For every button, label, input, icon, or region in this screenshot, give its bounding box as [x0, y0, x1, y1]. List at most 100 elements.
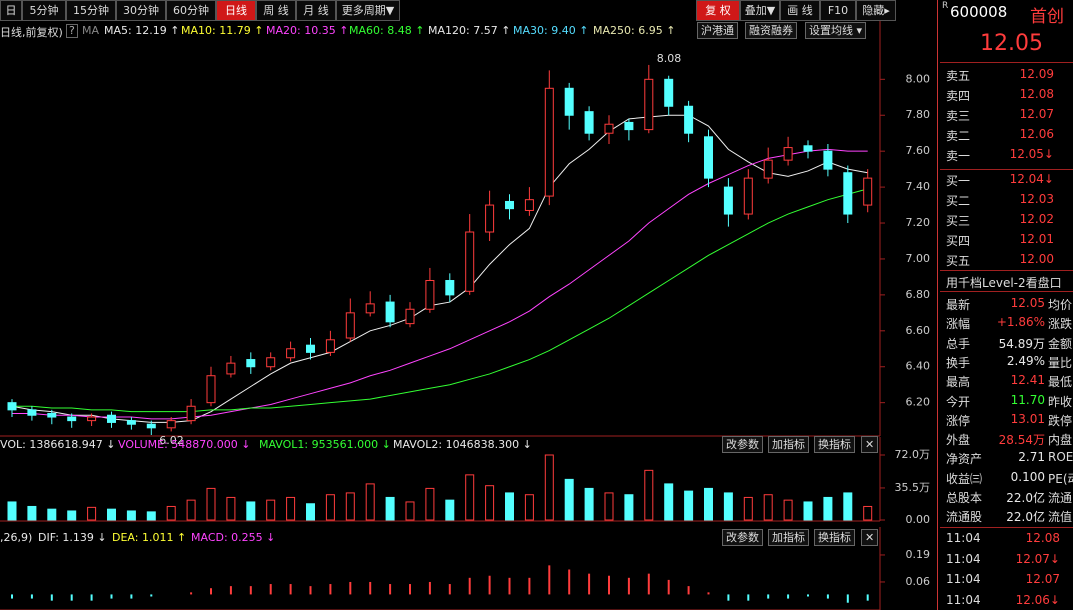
candle-body: [863, 177, 873, 206]
tool-tab[interactable]: 隐藏▸: [856, 0, 896, 21]
volume-bar: [723, 492, 733, 521]
candle-body: [505, 200, 514, 210]
y-tick-label: 0.00: [906, 513, 931, 526]
candle-body: [783, 147, 793, 161]
candle-body: [664, 78, 674, 107]
chart-button[interactable]: 沪港通: [697, 22, 738, 39]
volume-bar: [206, 487, 216, 521]
panel-button[interactable]: 换指标: [814, 436, 855, 453]
volume-bar: [27, 505, 37, 521]
info-extra: 跌停: [1048, 413, 1073, 428]
volume-bar: [564, 478, 574, 521]
period-tab[interactable]: 更多周期▼: [336, 0, 400, 21]
candle-body: [544, 87, 554, 197]
sell-price: 12.06: [1019, 127, 1054, 141]
indicator-prefix: 日线,前复权): [0, 26, 63, 39]
candle-body: [47, 412, 57, 418]
volume-bar: [365, 483, 375, 521]
buy-label: 买四: [946, 234, 971, 248]
candle-body: [445, 280, 455, 296]
sep: [940, 527, 1073, 528]
trade-price: 12.08: [1025, 531, 1060, 545]
panel-button[interactable]: 改参数: [722, 436, 763, 453]
info-label: 流通股: [946, 510, 983, 525]
panel-button[interactable]: 加指标: [768, 436, 809, 453]
info-label: 最高: [946, 375, 971, 390]
indicator-value: VOLUME: 548870.000 ↓: [118, 438, 251, 451]
info-value: 13.01: [1010, 411, 1045, 426]
volume-bar: [345, 492, 355, 521]
tool-tab[interactable]: 叠加▼: [740, 0, 780, 21]
volume-bar: [445, 499, 455, 521]
candle-body: [644, 78, 654, 131]
candle-body: [186, 405, 196, 422]
candle-body: [206, 375, 216, 404]
period-tab[interactable]: 60分钟: [166, 0, 216, 21]
candle-body: [226, 362, 236, 375]
sell-price: 12.05↓: [1009, 147, 1054, 161]
ma-line: [11, 114, 868, 423]
trade-price: 12.06↓: [1015, 592, 1060, 607]
panel-button[interactable]: 加指标: [768, 529, 809, 546]
info-extra: 内盘: [1048, 433, 1073, 448]
info-value: 28.54万: [998, 433, 1045, 448]
info-label: 今开: [946, 394, 971, 409]
ma-item: MA5: 12.19 ↑: [104, 24, 180, 37]
info-label: 净资产: [946, 452, 983, 467]
period-tab[interactable]: 15分钟: [66, 0, 116, 21]
sell-label: 卖五: [946, 69, 971, 83]
info-value: +1.86%: [996, 315, 1045, 330]
candle-body: [166, 420, 176, 429]
panel-button[interactable]: 换指标: [814, 529, 855, 546]
sell-label: 卖一: [946, 149, 971, 163]
period-tab[interactable]: 月 线: [296, 0, 336, 21]
info-value: 22.0亿: [1006, 491, 1045, 505]
volume-bar: [166, 505, 176, 521]
level2-link[interactable]: 用千档Level-2看盘口: [946, 276, 1062, 290]
info-label: 涨停: [946, 413, 971, 428]
buy-label: 买一: [946, 174, 971, 188]
volume-bar: [664, 483, 674, 521]
tool-tab[interactable]: 复 权: [696, 0, 740, 21]
period-tab[interactable]: 5分钟: [22, 0, 66, 21]
sep: [940, 291, 1073, 292]
volume-bar: [584, 487, 594, 521]
market-marker: R: [942, 1, 949, 11]
period-tab[interactable]: 30分钟: [116, 0, 166, 21]
period-tab[interactable]: 日线: [216, 0, 256, 21]
volume-bar: [107, 508, 116, 521]
candle-body: [803, 145, 813, 152]
panel-button[interactable]: ✕: [861, 529, 879, 546]
period-tab[interactable]: 日: [0, 0, 22, 21]
info-extra: ROE: [1048, 450, 1073, 465]
info-value: 12.05: [1010, 296, 1045, 310]
volume-bar: [47, 508, 57, 521]
y-tick-label: 7.20: [906, 216, 931, 229]
candle-body: [385, 301, 395, 323]
info-extra: 流值: [1048, 510, 1073, 525]
sep: [940, 62, 1073, 63]
y-tick-label: 0.19: [906, 548, 931, 561]
tool-tab[interactable]: F10: [820, 0, 856, 21]
panel-button[interactable]: 改参数: [722, 529, 763, 546]
indicator-value: VOL: 1386618.947 ↓: [0, 438, 116, 451]
candle-body: [266, 357, 276, 368]
help[interactable]: ?: [66, 24, 78, 38]
volume-bar: [246, 501, 256, 521]
volume-bar: [385, 496, 395, 521]
candle-body: [465, 231, 475, 292]
info-label: 涨幅: [946, 317, 971, 332]
y-tick-label: 7.40: [906, 180, 931, 193]
period-tab[interactable]: 周 线: [256, 0, 296, 21]
volume-bar: [763, 494, 773, 521]
divider: [937, 0, 938, 610]
chart-button[interactable]: 融资融券: [745, 22, 797, 39]
tool-tab[interactable]: 画 线: [780, 0, 820, 21]
volume-bar: [7, 501, 17, 521]
panel-button[interactable]: ✕: [861, 436, 879, 453]
info-value: 11.70: [1010, 392, 1045, 407]
volume-bar: [544, 454, 554, 521]
chart-button[interactable]: 设置均线 ▾: [805, 22, 867, 39]
y-tick-label: 72.0万: [895, 448, 931, 461]
y-tick-label: 0.06: [906, 575, 931, 588]
